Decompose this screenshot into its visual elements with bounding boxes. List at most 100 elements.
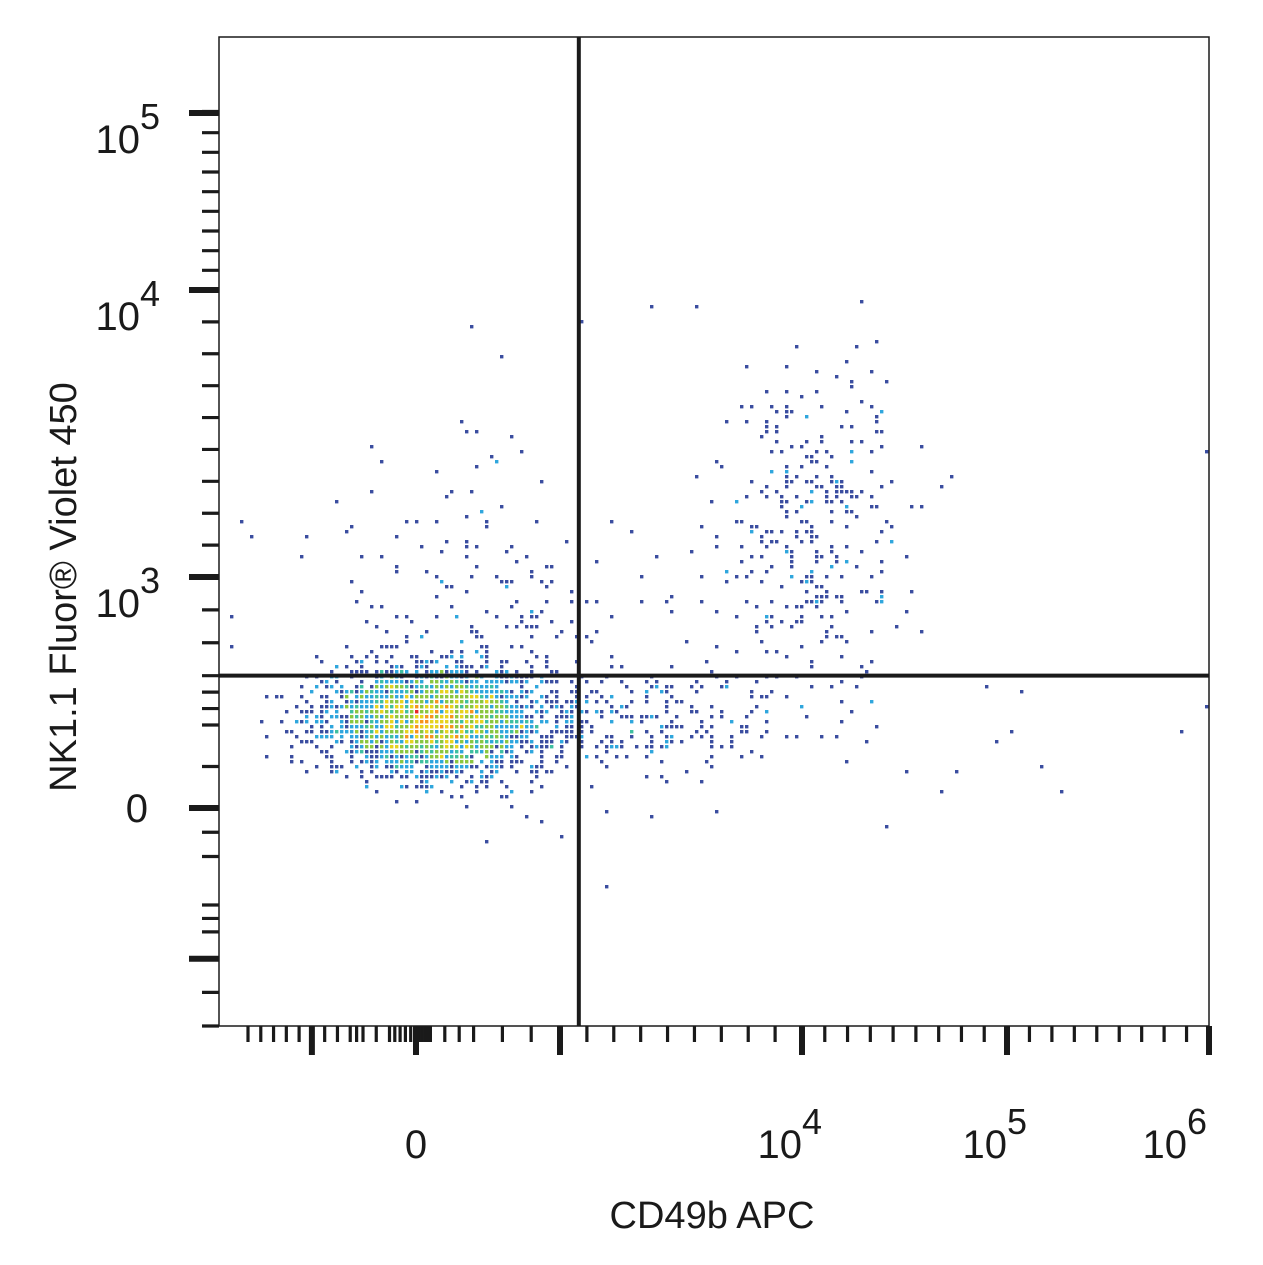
event-dot — [420, 785, 424, 789]
event-dot — [555, 730, 559, 734]
event-dot — [430, 650, 434, 654]
event-dot — [660, 775, 664, 779]
event-dot — [375, 720, 379, 724]
event-dot — [890, 540, 894, 544]
event-dot — [510, 580, 514, 584]
event-dot — [580, 725, 584, 729]
event-dot — [510, 725, 514, 729]
event-dot — [390, 645, 394, 649]
event-dot — [440, 550, 444, 554]
event-dot — [610, 665, 614, 669]
event-dot — [595, 600, 599, 604]
event-dot — [590, 690, 594, 694]
event-dot — [505, 715, 509, 719]
event-dot — [565, 720, 569, 724]
event-dot — [800, 620, 804, 624]
event-dot — [355, 685, 359, 689]
event-dot — [340, 715, 344, 719]
event-dot — [475, 720, 479, 724]
event-dot — [785, 410, 789, 414]
event-dot — [440, 760, 444, 764]
event-dot — [825, 590, 829, 594]
event-dot — [645, 755, 649, 759]
event-dot — [710, 500, 714, 504]
event-dot — [460, 690, 464, 694]
event-dot — [855, 515, 859, 519]
event-dot — [535, 615, 539, 619]
event-dot — [800, 445, 804, 449]
event-dot — [670, 735, 674, 739]
event-dot — [805, 415, 809, 419]
event-dot — [375, 660, 379, 664]
event-dot — [445, 710, 449, 714]
event-dot — [995, 740, 999, 744]
event-dot — [650, 735, 654, 739]
event-dot — [350, 580, 354, 584]
event-dot — [470, 775, 474, 779]
event-dot — [350, 720, 354, 724]
event-dot — [590, 725, 594, 729]
event-dot — [440, 690, 444, 694]
event-dot — [790, 555, 794, 559]
event-dot — [600, 740, 604, 744]
event-dot — [550, 700, 554, 704]
event-dot — [515, 560, 519, 564]
event-dot — [505, 625, 509, 629]
event-dot — [1060, 790, 1064, 794]
event-dot — [400, 735, 404, 739]
event-dot — [465, 735, 469, 739]
event-dot — [440, 755, 444, 759]
event-dot — [395, 745, 399, 749]
event-dot — [650, 685, 654, 689]
event-dot — [375, 655, 379, 659]
event-dot — [410, 690, 414, 694]
y-tick-label: 104 — [95, 273, 160, 339]
event-dot — [450, 745, 454, 749]
event-dot — [700, 725, 704, 729]
event-dot — [390, 765, 394, 769]
event-dot — [810, 535, 814, 539]
event-dot — [480, 695, 484, 699]
event-dot — [475, 725, 479, 729]
event-dot — [765, 695, 769, 699]
event-dot — [480, 510, 484, 514]
event-dot — [885, 380, 889, 384]
event-dot — [670, 685, 674, 689]
event-dot — [500, 725, 504, 729]
event-dot — [870, 575, 874, 579]
event-dot — [425, 685, 429, 689]
event-dot — [650, 815, 654, 819]
event-dot — [280, 720, 284, 724]
event-dot — [715, 535, 719, 539]
event-dot — [355, 660, 359, 664]
event-dot — [325, 685, 329, 689]
event-dot — [750, 530, 754, 534]
event-dot — [400, 730, 404, 734]
event-dot — [430, 700, 434, 704]
event-dot — [455, 700, 459, 704]
event-dot — [450, 585, 454, 589]
event-dot — [610, 695, 614, 699]
event-dot — [425, 670, 429, 674]
event-dot — [425, 775, 429, 779]
event-dot — [870, 505, 874, 509]
event-dot — [570, 725, 574, 729]
event-dot — [910, 590, 914, 594]
event-dot — [725, 685, 729, 689]
event-dot — [430, 680, 434, 684]
event-dot — [345, 695, 349, 699]
event-dot — [385, 690, 389, 694]
event-dot — [455, 740, 459, 744]
event-dot — [460, 740, 464, 744]
event-dot — [475, 700, 479, 704]
event-dot — [345, 730, 349, 734]
event-dot — [710, 670, 714, 674]
event-dot — [450, 655, 454, 659]
event-dot — [440, 695, 444, 699]
event-dot — [815, 605, 819, 609]
event-dot — [405, 775, 409, 779]
event-dot — [540, 610, 544, 614]
event-dot — [375, 735, 379, 739]
event-dot — [320, 660, 324, 664]
event-dot — [440, 580, 444, 584]
